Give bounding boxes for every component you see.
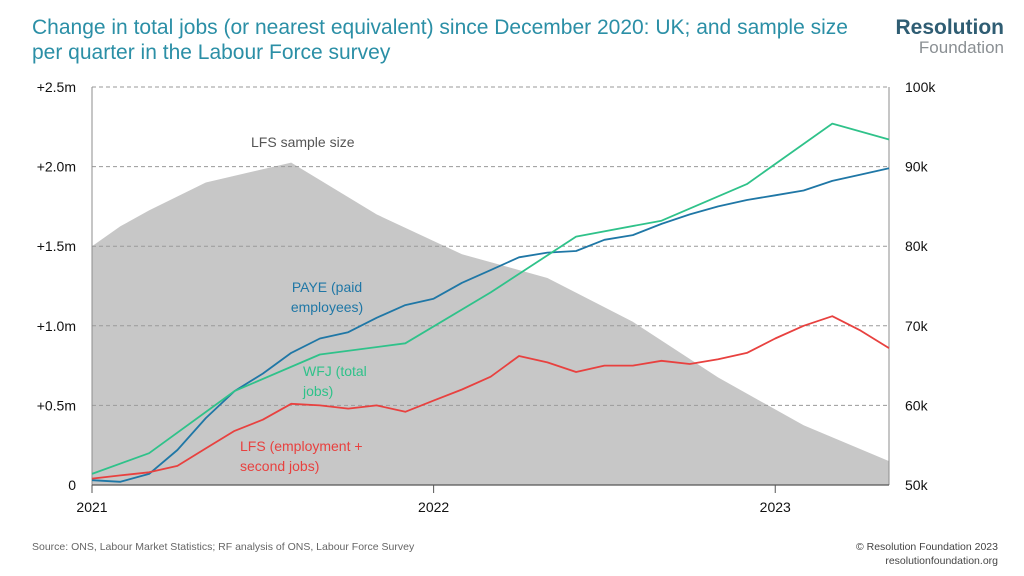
brand-logo: Resolution Foundation (896, 16, 1005, 57)
area-label: LFS sample size (251, 134, 355, 150)
series-label-0: employees) (291, 299, 363, 315)
brand-line-1: Resolution (895, 16, 1005, 39)
sample-size-area (92, 162, 889, 485)
lines-layer (91, 122, 890, 483)
y-left-tick-label: 0 (68, 477, 76, 493)
series-line-0 (91, 167, 890, 483)
area-layer (92, 162, 889, 485)
x-tick-label: 2021 (76, 499, 107, 515)
y-left-tick-label: +1.0m (37, 318, 76, 334)
y-right-tick-label: 50k (905, 477, 929, 493)
y-right-tick-label: 90k (905, 159, 929, 175)
series-label-0: PAYE (paid (292, 279, 362, 295)
y-left-tick-label: +2.0m (37, 159, 76, 175)
y-left-tick-label: +0.5m (37, 397, 76, 413)
series-label-2: second jobs) (240, 458, 319, 474)
series-line-2 (91, 315, 890, 480)
website-text: resolutionfoundation.org (885, 555, 998, 567)
chart-title: Change in total jobs (or nearest equival… (32, 16, 848, 64)
y-right-tick-label: 60k (905, 397, 929, 413)
copyright-block: © Resolution Foundation 2023 resolutionf… (856, 540, 998, 568)
y-right-tick-label: 100k (905, 79, 936, 95)
y-left-tick-label: +1.5m (37, 238, 76, 254)
x-tick-label: 2023 (760, 499, 791, 515)
x-tick-label: 2022 (418, 499, 449, 515)
source-note: Source: ONS, Labour Market Statistics; R… (32, 541, 415, 553)
y-left-tick-label: +2.5m (37, 79, 76, 95)
copyright-text: © Resolution Foundation 2023 (855, 541, 998, 553)
series-label-1: jobs) (302, 383, 333, 399)
text-layer: 0 50k +0.5m 60k +1.0m 70k +1.5m 80k +2.0m 90k +2.5… (37, 79, 937, 515)
y-right-tick-label: 80k (905, 238, 929, 254)
brand-line-2: Foundation (918, 38, 1004, 57)
series-label-1: WFJ (total (303, 363, 367, 379)
series-label-2: LFS (employment + (240, 438, 363, 454)
axes-layer (91, 87, 890, 493)
y-right-tick-label: 70k (905, 318, 929, 334)
series-line-1 (91, 122, 890, 475)
